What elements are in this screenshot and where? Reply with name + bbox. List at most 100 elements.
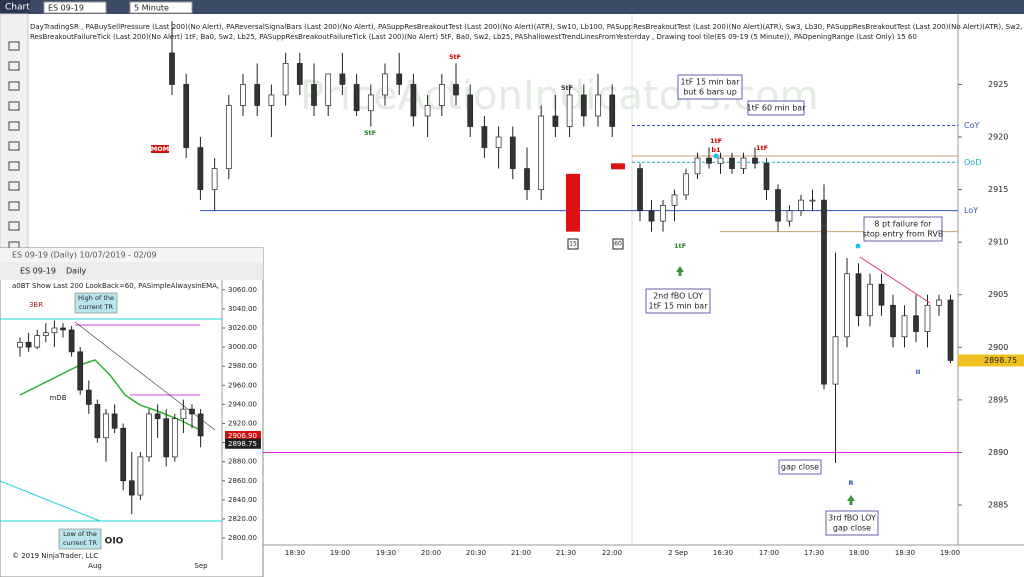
- candle-body: [595, 94, 601, 117]
- candle-body: [467, 94, 474, 127]
- candle-body: [438, 84, 445, 106]
- candle-body: [786, 210, 793, 222]
- inset-instrument[interactable]: ES 09-19: [20, 267, 56, 276]
- candle-body: [396, 73, 403, 85]
- tool-icon[interactable]: [8, 41, 20, 51]
- y-tick-label: 2880.00: [228, 458, 257, 466]
- x-tick-label: 22:00: [602, 549, 622, 557]
- candle-body: [660, 205, 666, 222]
- candle-body: [855, 273, 862, 317]
- candle-body: [763, 162, 770, 190]
- signal-marker: R: [848, 479, 853, 487]
- tool-icon[interactable]: [8, 201, 20, 211]
- candle-body: [809, 199, 816, 202]
- y-tick-label: 2980.00: [228, 362, 257, 370]
- htf-label-box: [612, 238, 624, 250]
- htf-label: 60: [614, 241, 622, 248]
- y-tick-label: 2960.00: [228, 381, 257, 389]
- y-tick-label: 2920.00: [228, 419, 257, 427]
- interval-select[interactable]: [129, 1, 193, 14]
- app-tab[interactable]: [0, 0, 30, 14]
- candle-body: [580, 94, 587, 117]
- candle-body: [538, 115, 545, 190]
- signal-marker: b1: [711, 146, 721, 154]
- annotation-box: [677, 74, 743, 100]
- x-tick-label: 18:30: [285, 549, 305, 557]
- tool-icon[interactable]: [8, 81, 20, 91]
- annotation-box: [747, 100, 805, 116]
- y-tick-label: 2820.00: [228, 515, 257, 523]
- candle-body: [197, 147, 204, 190]
- signal-marker: 1tF: [756, 144, 768, 152]
- annotation-text: 1tF 15 min bar: [681, 78, 741, 87]
- chart-label: 3BR: [29, 301, 43, 309]
- y-tick-label: 2900: [988, 343, 1008, 352]
- tool-icon[interactable]: [8, 61, 20, 71]
- x-tick-label: 19:00: [330, 549, 350, 557]
- daily-window: ES 09-19 (Daily) 10/07/2019 - 02/09 ES 0…: [0, 247, 264, 577]
- y-tick-label: 3060.00: [228, 286, 257, 294]
- candle-body: [311, 84, 317, 106]
- y-tick-label: 2890: [988, 448, 1008, 457]
- candle-body: [68, 329, 75, 353]
- signal-marker: 5tF: [449, 53, 461, 61]
- current-price: 2898.75: [984, 356, 1017, 365]
- candle-body: [832, 336, 839, 385]
- candle-body: [197, 413, 204, 437]
- candle-body: [128, 480, 135, 496]
- x-tick-label: 18:00: [849, 549, 869, 557]
- tool-icon[interactable]: [8, 101, 20, 111]
- candle-body: [169, 52, 175, 85]
- interval: 5 Minute: [134, 4, 169, 13]
- y-tick-label: 3020.00: [228, 324, 257, 332]
- y-tick-label: 2905: [988, 290, 1008, 299]
- candle-body: [154, 413, 161, 420]
- indicator-line: DayTradingSR , PABuySellPressure (Last 2…: [30, 23, 1024, 31]
- signal-marker: 5tF: [561, 84, 573, 92]
- tool-icon[interactable]: [8, 181, 20, 191]
- htf-label-box: [567, 238, 579, 250]
- tool-icon[interactable]: [8, 161, 20, 171]
- annotation-text: gap close: [781, 463, 819, 472]
- tool-icon[interactable]: [8, 121, 20, 131]
- price-box-label: 2898.75: [228, 440, 257, 448]
- trend-line: [859, 256, 931, 304]
- current-price-box: [958, 354, 1024, 367]
- candle-body: [844, 273, 850, 338]
- level-label: OoD: [964, 158, 981, 167]
- instrument-select[interactable]: [43, 1, 107, 14]
- htf-label: 15: [569, 241, 577, 248]
- candle-body: [752, 157, 758, 164]
- candle-body: [382, 73, 388, 96]
- tool-icon[interactable]: [8, 141, 20, 151]
- main-chart: 2925 2920 2915 2910 2905 2900 2895 2890 2885 18:3…: [151, 14, 1024, 557]
- x-tick-label: 20:00: [421, 549, 441, 557]
- candle-body: [775, 189, 781, 222]
- candle-body: [637, 168, 643, 211]
- candle-body: [890, 304, 896, 338]
- annotation-text: 2nd fBO LOY: [653, 292, 703, 301]
- dot: [855, 243, 861, 249]
- y-tick-label: 2885: [988, 501, 1008, 510]
- price-box: [225, 438, 261, 449]
- y-tick-label: 2920: [988, 133, 1008, 142]
- x-tick-label: 2 Sep: [668, 549, 688, 557]
- app-name: Chart: [5, 3, 30, 13]
- inset-interval[interactable]: Daily: [66, 267, 87, 276]
- annotation-text: current TR: [79, 303, 113, 311]
- candle-body: [325, 73, 332, 106]
- price-box-label: 2906.90: [228, 432, 257, 440]
- tool-icon[interactable]: [8, 221, 20, 231]
- candle-body: [268, 94, 275, 106]
- y-tick-label: 2840.00: [228, 496, 257, 504]
- signal-marker: 1tF: [710, 137, 722, 145]
- candle-body: [947, 299, 954, 361]
- candle-body: [367, 94, 374, 112]
- candle-body: [254, 84, 261, 106]
- candle-body: [901, 315, 908, 338]
- level-label: LoY: [964, 206, 978, 215]
- candle-body: [94, 404, 101, 439]
- x-tick-label: 17:00: [759, 549, 779, 557]
- candle-body: [146, 413, 152, 458]
